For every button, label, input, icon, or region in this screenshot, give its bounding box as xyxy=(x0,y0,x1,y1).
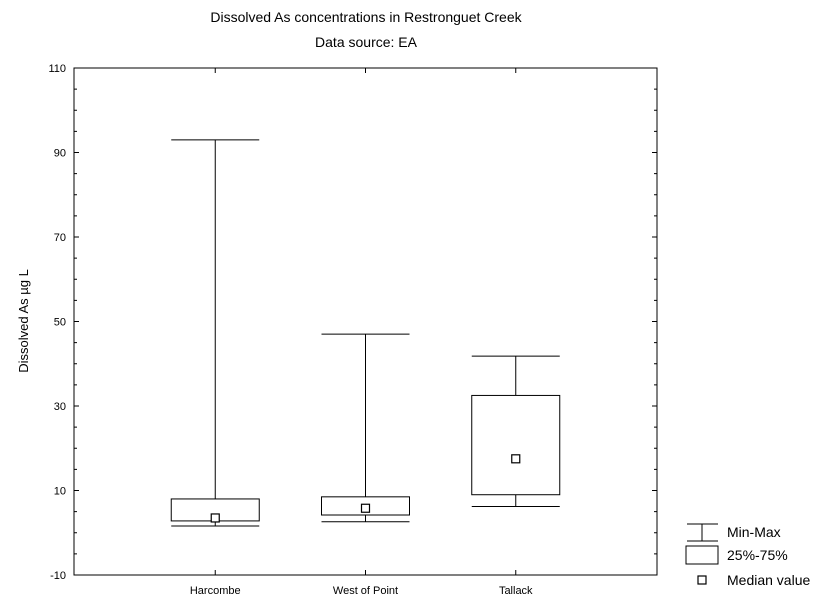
legend-median-label: Median value xyxy=(727,572,810,588)
legend-median: Median value xyxy=(697,572,810,588)
quartile-box xyxy=(471,394,561,496)
box-tallack xyxy=(471,355,561,508)
plot-area-frame xyxy=(73,67,658,576)
median-marker xyxy=(360,503,371,513)
median-marker xyxy=(511,454,521,464)
y-axis: -10 10 30 50 70 90 110 xyxy=(48,63,657,582)
y-tick-label: 70 xyxy=(54,232,66,244)
y-tick-label: 110 xyxy=(48,63,66,75)
y-tick-label: 30 xyxy=(54,401,66,413)
y-tick-label: 90 xyxy=(54,148,66,160)
legend-min-max: Min-Max xyxy=(687,523,781,542)
legend-quartile-box-symbol xyxy=(685,545,719,565)
median-marker xyxy=(210,513,220,523)
chart-subtitle: Data source: EA xyxy=(315,34,418,50)
y-tick-label: 50 xyxy=(54,317,66,329)
box-series xyxy=(170,139,561,527)
box-west-of-point xyxy=(321,333,410,523)
x-tick-label: Tallack xyxy=(499,585,533,597)
quartile-box xyxy=(321,496,410,516)
legend-median-symbol xyxy=(697,575,707,585)
y-axis-label: Dissolved As µg L xyxy=(16,269,31,373)
x-tick-label: West of Point xyxy=(333,585,398,597)
y-tick-label: -10 xyxy=(50,570,66,582)
x-axis: Harcombe West of Point Tallack xyxy=(190,68,533,597)
x-tick-label: Harcombe xyxy=(190,585,241,597)
chart-title: Dissolved As concentrations in Restrongu… xyxy=(210,9,522,25)
box-harcombe xyxy=(170,139,260,527)
legend-quartile-box-label: 25%-75% xyxy=(727,547,788,563)
y-tick-label: 10 xyxy=(54,486,66,498)
legend-min-max-symbol xyxy=(687,523,718,542)
legend-quartile-box: 25%-75% xyxy=(685,545,788,565)
legend-min-max-label: Min-Max xyxy=(727,524,781,540)
legend: Min-Max 25%-75% Median value xyxy=(685,523,810,588)
